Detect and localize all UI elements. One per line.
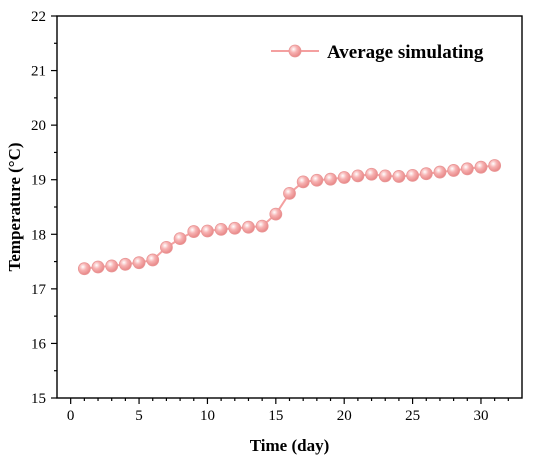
data-point (214, 222, 228, 236)
y-tick-label: 17 (31, 282, 47, 298)
data-point (91, 260, 105, 274)
x-tick-label: 10 (200, 408, 215, 424)
data-point (474, 160, 488, 174)
data-point (365, 167, 378, 181)
tick-marks (51, 15, 509, 404)
y-tick-label: 22 (31, 9, 46, 25)
series-line (84, 164, 495, 270)
data-point (146, 253, 160, 267)
data-point (337, 171, 351, 184)
data-point (118, 257, 132, 271)
y-tick-label: 18 (31, 227, 46, 243)
data-point (105, 259, 119, 273)
data-point (283, 186, 296, 200)
data-point (447, 164, 461, 177)
x-tick-label: 20 (337, 408, 352, 424)
data-point (488, 159, 502, 172)
data-point (269, 207, 283, 221)
x-tick-label: 30 (473, 408, 488, 424)
legend-marker (288, 44, 302, 58)
x-tick-label: 25 (405, 408, 420, 424)
x-tick-label: 0 (67, 408, 75, 424)
data-point (296, 175, 310, 189)
x-axis-title: Time (day) (250, 436, 330, 455)
y-tick-label: 20 (31, 118, 46, 134)
data-point (433, 165, 447, 179)
x-tick-label: 5 (135, 408, 143, 424)
plot-frame (56, 15, 523, 399)
data-point (406, 168, 419, 182)
data-point (324, 172, 337, 186)
data-point (77, 262, 91, 276)
data-point (310, 173, 324, 187)
series-layer (77, 159, 502, 276)
x-tick-label: 15 (268, 408, 283, 424)
data-point (132, 256, 146, 270)
y-tick-label: 19 (31, 173, 46, 189)
y-tick-label: 21 (31, 64, 46, 80)
data-point (255, 219, 269, 233)
data-point (351, 169, 365, 183)
data-point (187, 225, 201, 238)
axes-frame (56, 15, 523, 399)
y-tick-label: 15 (31, 391, 46, 407)
data-point (419, 167, 433, 181)
y-tick-label: 16 (31, 336, 47, 352)
data-point (173, 232, 187, 246)
tick-labels: 0 5 10 15 20 25 30 15 16 17 18 19 20 21 22 (31, 9, 488, 424)
data-point (242, 220, 255, 234)
data-point (228, 221, 242, 235)
data-point (460, 162, 474, 176)
data-point (392, 170, 406, 183)
legend: Average simulating (271, 42, 484, 63)
data-point (160, 240, 173, 254)
y-axis-title: Temperature (°C) (5, 142, 24, 271)
data-point (201, 224, 214, 238)
data-point (378, 169, 392, 183)
legend-label: Average simulating (327, 42, 484, 63)
